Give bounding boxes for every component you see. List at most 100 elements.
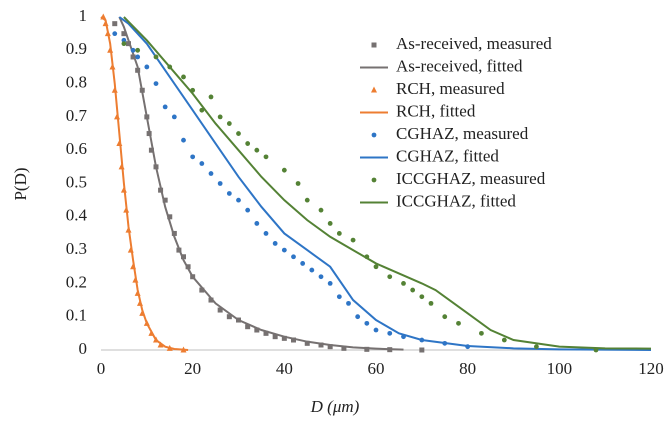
legend-label: ICCGHAZ, fitted <box>396 191 516 210</box>
x-tick-label: 0 <box>97 359 106 378</box>
marker <box>336 294 342 300</box>
marker <box>217 181 223 186</box>
marker <box>245 141 251 146</box>
marker <box>355 314 361 320</box>
marker <box>167 214 173 220</box>
y-tick-label: 0.7 <box>66 106 88 125</box>
marker <box>346 300 351 306</box>
marker <box>245 324 251 330</box>
marker <box>130 54 136 60</box>
marker <box>350 237 356 243</box>
legend-label: CGHAZ, measured <box>396 124 529 143</box>
marker <box>291 337 296 343</box>
y-tick-label: 0.2 <box>66 272 87 291</box>
legend-marker <box>371 132 377 138</box>
marker <box>217 114 223 120</box>
marker <box>190 154 196 160</box>
marker <box>428 300 434 306</box>
marker <box>130 47 136 53</box>
marker <box>208 297 214 303</box>
marker <box>112 31 118 37</box>
marker <box>456 320 461 326</box>
marker <box>217 307 223 313</box>
y-tick-label: 0.9 <box>66 39 87 58</box>
y-tick-label: 0.6 <box>66 139 87 158</box>
legend-label: CGHAZ, fitted <box>396 146 499 165</box>
fitted-line <box>118 16 404 351</box>
y-tick-label: 0.3 <box>66 239 87 258</box>
marker <box>295 181 301 186</box>
marker <box>341 345 347 351</box>
marker <box>387 274 393 280</box>
marker <box>148 147 154 153</box>
marker <box>144 64 150 70</box>
legend-label: As-received, fitted <box>396 56 523 75</box>
marker <box>121 31 127 37</box>
marker <box>226 191 232 196</box>
y-tick-label: 0.1 <box>66 306 87 325</box>
marker <box>364 346 370 352</box>
marker <box>327 344 333 350</box>
marker <box>410 287 416 293</box>
y-tick-label: 0 <box>79 339 88 358</box>
marker <box>373 327 379 333</box>
y-axis-label: P(D) <box>11 167 30 200</box>
marker <box>281 335 287 341</box>
marker <box>254 327 260 333</box>
marker <box>181 254 186 260</box>
marker <box>226 314 232 320</box>
marker <box>162 104 168 110</box>
marker <box>501 337 507 343</box>
x-tick-label: 60 <box>368 359 385 378</box>
marker <box>401 281 406 286</box>
marker <box>272 241 278 246</box>
marker <box>387 330 393 336</box>
marker <box>236 131 241 136</box>
marker <box>281 167 287 173</box>
marker <box>121 41 127 47</box>
marker <box>112 21 118 27</box>
x-tick-label: 40 <box>276 359 293 378</box>
marker <box>135 54 141 60</box>
legend-label: ICCGHAZ, measured <box>396 169 546 188</box>
legend-marker <box>371 177 377 183</box>
marker <box>304 340 310 346</box>
fitted-line <box>100 16 189 351</box>
marker <box>181 74 186 80</box>
marker <box>419 294 425 300</box>
marker <box>327 221 333 226</box>
marker <box>263 154 269 160</box>
marker <box>254 221 260 226</box>
fitted-line <box>118 16 652 351</box>
legend-marker <box>371 86 377 93</box>
x-tick-label: 20 <box>184 359 201 378</box>
marker <box>272 334 278 340</box>
marker <box>318 342 324 348</box>
marker <box>534 344 539 350</box>
marker <box>199 287 205 293</box>
marker <box>199 107 205 113</box>
marker <box>208 94 214 100</box>
marker <box>479 330 484 336</box>
marker <box>181 137 186 143</box>
marker <box>327 281 333 286</box>
y-tick-label: 0.8 <box>66 73 87 92</box>
legend-marker <box>371 42 377 48</box>
marker <box>121 37 127 43</box>
marker <box>318 274 324 280</box>
marker <box>126 41 131 47</box>
marker <box>236 197 241 203</box>
legend-label: RCH, fitted <box>396 101 476 120</box>
y-tick-label: 0.4 <box>66 206 88 225</box>
marker <box>336 231 342 236</box>
marker <box>364 320 370 326</box>
marker <box>263 330 269 336</box>
legend-label: As-received, measured <box>396 34 552 53</box>
marker <box>304 197 310 203</box>
marker <box>419 347 425 353</box>
marker <box>281 247 287 253</box>
marker <box>245 207 251 213</box>
marker <box>199 161 205 166</box>
marker <box>171 114 177 120</box>
marker <box>153 54 159 60</box>
